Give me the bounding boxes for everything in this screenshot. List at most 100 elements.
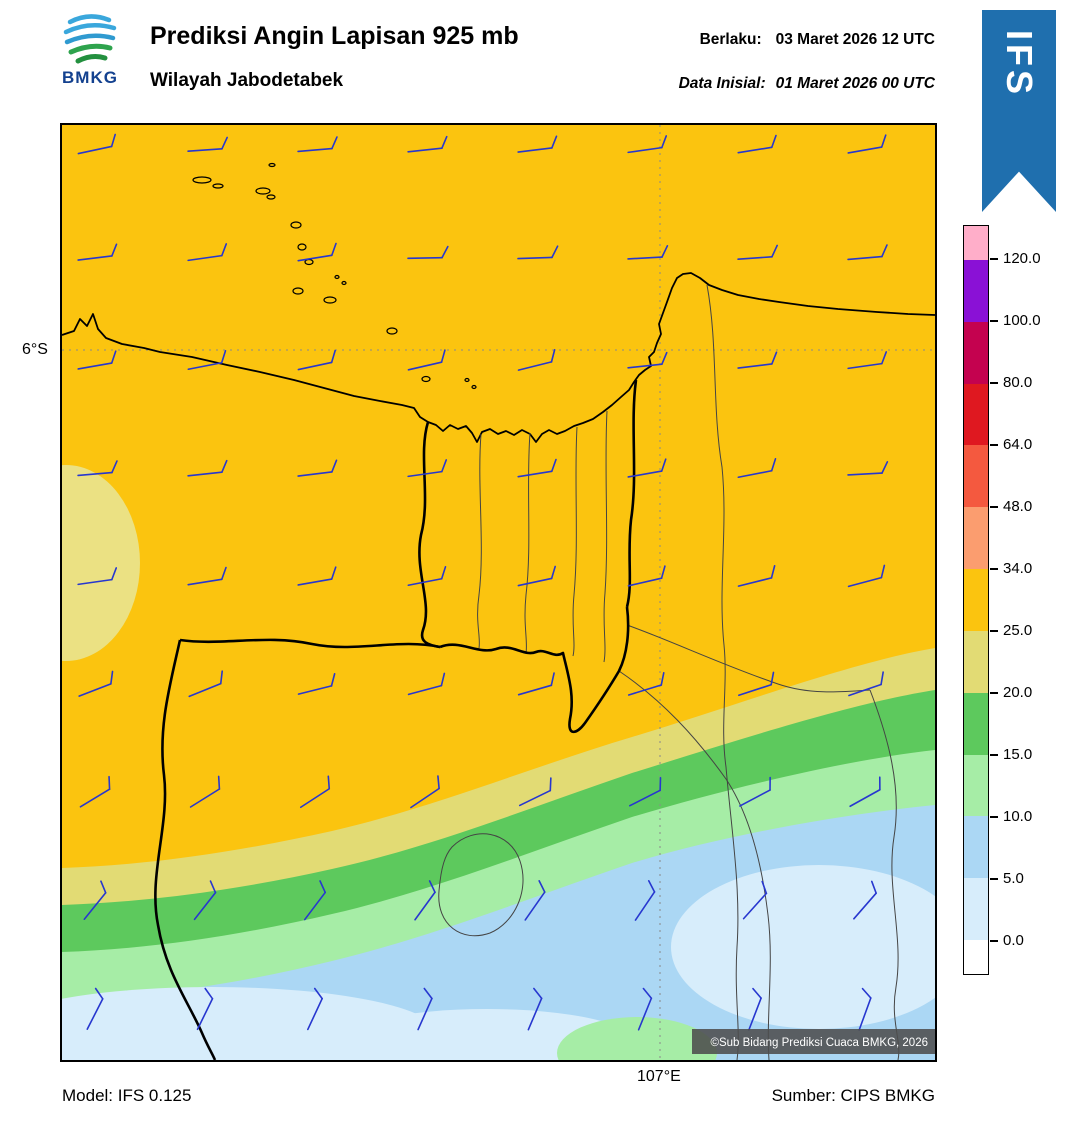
model-ribbon: IFS	[982, 10, 1056, 212]
island	[266, 194, 276, 200]
wind-barb	[188, 670, 224, 698]
island	[192, 176, 212, 184]
colorbar-label: 15.0	[1003, 745, 1033, 763]
colorbar-segment	[964, 939, 988, 974]
colorbar-tick	[990, 753, 998, 756]
wind-barb	[187, 566, 227, 586]
colorbar-label: 100.0	[1003, 312, 1041, 330]
wind-barb	[847, 564, 886, 588]
islands	[192, 162, 477, 390]
colorbar-tick	[990, 691, 998, 694]
wind-barb	[847, 244, 888, 261]
wind-barb	[524, 880, 546, 921]
colorbar-label: 34.0	[1003, 560, 1033, 577]
valid-time: Berlaku: 03 Maret 2026 12 UTC	[700, 31, 935, 49]
source-info: Sumber: CIPS BMKG	[771, 1086, 935, 1105]
wind-barb	[297, 136, 338, 153]
wind-barb	[79, 775, 111, 808]
wind-barb	[77, 243, 118, 261]
colorbar-label: 80.0	[1003, 374, 1033, 392]
wind-barb	[187, 459, 228, 477]
colorbar-label: 20.0	[1003, 683, 1033, 701]
colorbar-label: 120.0	[1003, 250, 1041, 268]
colorbar-label: 25.0	[1003, 621, 1033, 639]
island	[341, 280, 347, 286]
admin-boundary-bold	[625, 379, 638, 608]
colorbar-label: 64.0	[1003, 436, 1033, 454]
island	[290, 221, 302, 229]
coastline	[62, 272, 935, 443]
page-title: Prediksi Angin Lapisan 925 mb	[150, 22, 519, 50]
wind-barb	[193, 880, 217, 921]
initial-time-label: Data Inisial:	[678, 75, 766, 92]
wind-barb	[77, 133, 117, 155]
admin-boundary	[438, 833, 524, 937]
wind-barb	[77, 460, 118, 477]
wind-barb	[407, 459, 448, 478]
admin-boundary	[524, 432, 531, 654]
wind-barb	[637, 987, 653, 1031]
wind-barb	[627, 565, 666, 587]
wind-barb	[517, 245, 559, 260]
admin-boundary-bold	[439, 606, 630, 734]
wind-barb	[196, 987, 214, 1031]
wind-barb	[297, 459, 338, 477]
map-area: ©Sub Bidang Prediksi Cuaca BMKG, 2026	[60, 123, 937, 1062]
wind-barb	[627, 671, 665, 696]
colorbar-label: 5.0	[1003, 869, 1024, 887]
wind-barb	[737, 351, 778, 369]
colorbar-tick	[990, 320, 998, 323]
admin-boundaries-thick	[154, 379, 638, 1060]
wind-barb	[407, 672, 446, 696]
wind-barb	[737, 564, 776, 587]
island	[323, 296, 337, 304]
copyright-text: ©Sub Bidang Prediksi Cuaca BMKG, 2026	[710, 1037, 928, 1049]
colorbar-segment	[964, 754, 988, 817]
island	[304, 258, 314, 266]
page-subtitle: Wilayah Jabodetabek	[150, 70, 344, 91]
colorbar-segment	[964, 445, 988, 508]
colorbar-segment	[964, 226, 988, 260]
colorbar-segment	[964, 507, 988, 570]
colorbar	[963, 225, 989, 975]
island	[464, 377, 470, 383]
wind-barb	[187, 243, 228, 262]
wind-barb	[737, 134, 777, 154]
admin-boundary	[869, 689, 900, 1060]
island	[292, 287, 304, 295]
longitude-tick-label: 107°E	[637, 1068, 681, 1085]
wind-barb	[848, 671, 884, 697]
wind-barb	[847, 351, 888, 370]
wind-barb	[407, 135, 448, 153]
colorbar-segment	[964, 630, 988, 693]
wind-barb	[407, 566, 447, 587]
colorbar-segment	[964, 260, 988, 322]
wind-barb	[297, 242, 337, 262]
wind-barb	[738, 671, 775, 697]
coastline-path	[62, 272, 935, 443]
valid-time-value: 03 Maret 2026 12 UTC	[775, 31, 935, 48]
wind-barb	[187, 136, 228, 152]
colorbar-segment	[964, 816, 988, 879]
wind-barbs	[77, 133, 889, 1031]
colorbar-segment	[964, 569, 988, 631]
valid-time-label: Berlaku:	[699, 31, 762, 48]
bmkg-logo-text: BMKG	[62, 68, 118, 87]
island	[268, 162, 276, 168]
wind-barb	[517, 458, 557, 478]
copyright: ©Sub Bidang Prediksi Cuaca BMKG, 2026	[692, 1029, 935, 1054]
admin-boundary-bold	[418, 421, 441, 649]
wind-barb	[299, 775, 331, 809]
wind-barb	[627, 458, 667, 478]
admin-boundary-bold	[154, 639, 217, 1060]
colorbar-label: 10.0	[1003, 807, 1033, 825]
latitude-tick-label: 6°S	[22, 341, 48, 358]
colorbar-label: 0.0	[1003, 931, 1024, 949]
colorbar-segment	[964, 383, 988, 446]
model-info: Model: IFS 0.125	[62, 1086, 192, 1105]
admin-boundary	[572, 426, 578, 657]
wind-barb	[297, 566, 337, 586]
wind-barb	[737, 244, 778, 260]
colorbar-tick	[990, 939, 998, 942]
